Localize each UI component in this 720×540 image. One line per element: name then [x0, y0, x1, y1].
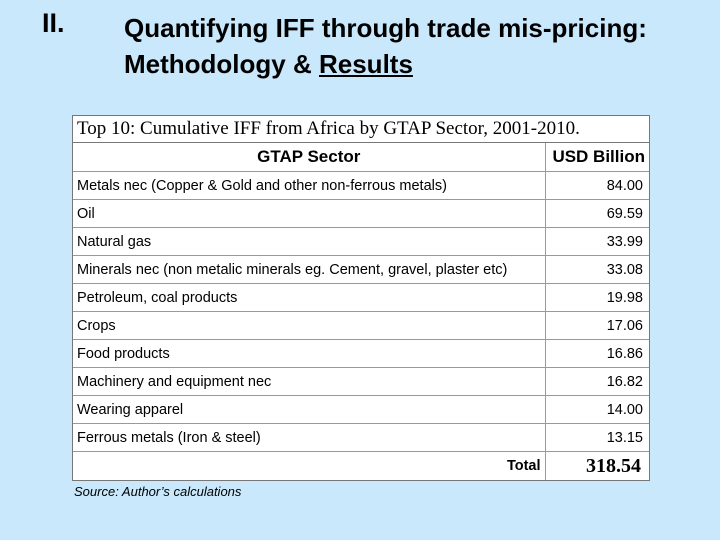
source-note: Source: Author’s calculations — [74, 484, 242, 499]
table-row: Petroleum, coal products 19.98 — [73, 283, 649, 312]
table-row: Metals nec (Copper & Gold and other non-… — [73, 171, 649, 200]
usd-value-cell: 17.06 — [544, 311, 649, 340]
slide-title: Quantifying IFF through trade mis-pricin… — [124, 10, 684, 82]
sector-name-cell: Food products — [73, 339, 546, 368]
title-main: Quantifying IFF through trade mis-pricin… — [124, 13, 647, 79]
usd-value-cell: 33.99 — [544, 227, 649, 256]
sector-table: GTAP Sector USD Billion Metals nec (Copp… — [73, 143, 649, 480]
table-row: Wearing apparel 14.00 — [73, 395, 649, 424]
header-gtap-sector: GTAP Sector — [73, 143, 546, 172]
usd-value-cell: 19.98 — [544, 283, 649, 312]
section-numeral: II. — [42, 8, 65, 38]
table-caption: Top 10: Cumulative IFF from Africa by GT… — [73, 116, 649, 143]
sector-name-cell: Machinery and equipment nec — [73, 367, 546, 396]
table-row: Natural gas 33.99 — [73, 227, 649, 256]
usd-value-cell: 33.08 — [544, 255, 649, 284]
table-header-row: GTAP Sector USD Billion — [73, 143, 649, 172]
total-value: 318.54 — [544, 451, 649, 480]
iff-table: Top 10: Cumulative IFF from Africa by GT… — [72, 115, 650, 481]
usd-value-cell: 14.00 — [544, 395, 649, 424]
table-row: Ferrous metals (Iron & steel) 13.15 — [73, 423, 649, 452]
sector-name-cell: Minerals nec (non metalic minerals eg. C… — [73, 255, 546, 284]
table-row: Minerals nec (non metalic minerals eg. C… — [73, 255, 649, 284]
sector-name-cell: Wearing apparel — [73, 395, 546, 424]
sector-name-cell: Ferrous metals (Iron & steel) — [73, 423, 546, 452]
sector-name-cell: Crops — [73, 311, 546, 340]
table-row: Food products 16.86 — [73, 339, 649, 368]
usd-value-cell: 16.82 — [544, 367, 649, 396]
sector-name-cell: Petroleum, coal products — [73, 283, 546, 312]
table-row: Machinery and equipment nec 16.82 — [73, 367, 649, 396]
title-results-link: Results — [318, 49, 413, 79]
usd-value-cell: 16.86 — [544, 339, 649, 368]
usd-value-cell: 84.00 — [544, 171, 649, 200]
sector-name-cell: Oil — [73, 199, 546, 228]
sector-name-cell: Natural gas — [73, 227, 546, 256]
total-row: Total 318.54 — [73, 451, 649, 480]
table-row: Crops 17.06 — [73, 311, 649, 340]
sector-name-cell: Metals nec (Copper & Gold and other non-… — [73, 171, 546, 200]
usd-value-cell: 69.59 — [544, 199, 649, 228]
table-row: Oil 69.59 — [73, 199, 649, 228]
usd-value-cell: 13.15 — [544, 423, 649, 452]
total-label: Total — [73, 451, 546, 480]
header-usd-billion: USD Billion — [544, 143, 649, 172]
